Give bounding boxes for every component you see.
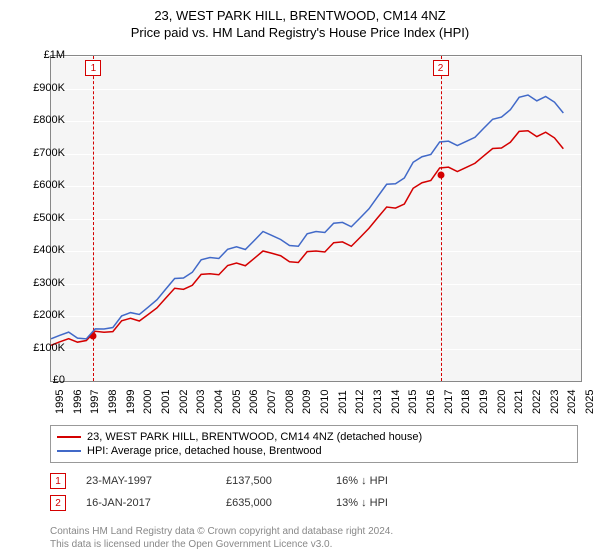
x-axis-label: 2013 xyxy=(372,390,384,414)
legend-swatch xyxy=(57,450,81,452)
legend: 23, WEST PARK HILL, BRENTWOOD, CM14 4NZ … xyxy=(50,425,578,463)
x-axis-label: 2006 xyxy=(248,390,260,414)
y-axis-label: £500K xyxy=(20,212,65,224)
transaction-row: 2 16-JAN-2017 £635,000 13% ↓ HPI xyxy=(50,492,426,514)
y-axis-label: £1M xyxy=(20,49,65,61)
transaction-marker-icon: 2 xyxy=(50,495,66,511)
x-axis-label: 1998 xyxy=(107,390,119,414)
legend-swatch xyxy=(57,436,81,438)
transaction-vs-hpi: 13% ↓ HPI xyxy=(336,497,426,509)
x-axis-label: 2021 xyxy=(513,390,525,414)
x-axis-label: 2007 xyxy=(266,390,278,414)
transaction-date: 16-JAN-2017 xyxy=(86,497,206,509)
x-axis-label: 2023 xyxy=(549,390,561,414)
x-axis-label: 2010 xyxy=(319,390,331,414)
x-axis-label: 2012 xyxy=(354,390,366,414)
y-axis-label: £100K xyxy=(20,342,65,354)
y-axis-label: £900K xyxy=(20,82,65,94)
x-axis-label: 2018 xyxy=(460,390,472,414)
x-axis-label: 1999 xyxy=(125,390,137,414)
chart-title: 23, WEST PARK HILL, BRENTWOOD, CM14 4NZ xyxy=(0,0,600,23)
transaction-marker-icon: 1 xyxy=(50,473,66,489)
x-axis-label: 2022 xyxy=(531,390,543,414)
transaction-vs-hpi: 16% ↓ HPI xyxy=(336,475,426,487)
footer-line: Contains HM Land Registry data © Crown c… xyxy=(50,525,393,538)
chart-subtitle: Price paid vs. HM Land Registry's House … xyxy=(0,23,600,40)
x-axis-label: 2008 xyxy=(284,390,296,414)
x-axis-label: 2015 xyxy=(407,390,419,414)
transaction-date: 23-MAY-1997 xyxy=(86,475,206,487)
x-axis-label: 2002 xyxy=(178,390,190,414)
x-axis-label: 2004 xyxy=(213,390,225,414)
x-axis-label: 2005 xyxy=(231,390,243,414)
x-axis-label: 2016 xyxy=(425,390,437,414)
transaction-price: £635,000 xyxy=(226,497,316,509)
x-axis-label: 2019 xyxy=(478,390,490,414)
y-axis-label: £0 xyxy=(20,374,65,386)
y-axis-label: £400K xyxy=(20,244,65,256)
footer-attribution: Contains HM Land Registry data © Crown c… xyxy=(50,525,393,551)
x-axis-label: 2003 xyxy=(195,390,207,414)
footer-line: This data is licensed under the Open Gov… xyxy=(50,538,393,551)
x-axis-label: 2017 xyxy=(443,390,455,414)
legend-label: HPI: Average price, detached house, Bren… xyxy=(87,445,322,457)
chart-container: 23, WEST PARK HILL, BRENTWOOD, CM14 4NZ … xyxy=(0,0,600,560)
legend-item: HPI: Average price, detached house, Bren… xyxy=(57,444,571,458)
x-axis-label: 2001 xyxy=(160,390,172,414)
x-axis-label: 1996 xyxy=(72,390,84,414)
plot-area: 12 xyxy=(50,55,582,382)
x-axis-label: 2024 xyxy=(566,390,578,414)
x-axis-label: 2000 xyxy=(142,390,154,414)
x-axis-label: 2011 xyxy=(337,390,349,414)
transaction-price: £137,500 xyxy=(226,475,316,487)
y-axis-label: £800K xyxy=(20,114,65,126)
x-axis-label: 1995 xyxy=(54,390,66,414)
x-axis-label: 2014 xyxy=(390,390,402,414)
x-axis-label: 2020 xyxy=(496,390,508,414)
legend-item: 23, WEST PARK HILL, BRENTWOOD, CM14 4NZ … xyxy=(57,430,571,444)
y-axis-label: £200K xyxy=(20,309,65,321)
y-axis-label: £600K xyxy=(20,179,65,191)
y-axis-label: £700K xyxy=(20,147,65,159)
y-axis-label: £300K xyxy=(20,277,65,289)
x-axis-label: 1997 xyxy=(89,390,101,414)
transaction-row: 1 23-MAY-1997 £137,500 16% ↓ HPI xyxy=(50,470,426,492)
series-line-hpi xyxy=(51,95,563,339)
legend-label: 23, WEST PARK HILL, BRENTWOOD, CM14 4NZ … xyxy=(87,431,422,443)
transaction-table: 1 23-MAY-1997 £137,500 16% ↓ HPI 2 16-JAN-201… xyxy=(50,470,426,514)
x-axis-label: 2025 xyxy=(584,390,596,414)
x-axis-label: 2009 xyxy=(301,390,313,414)
